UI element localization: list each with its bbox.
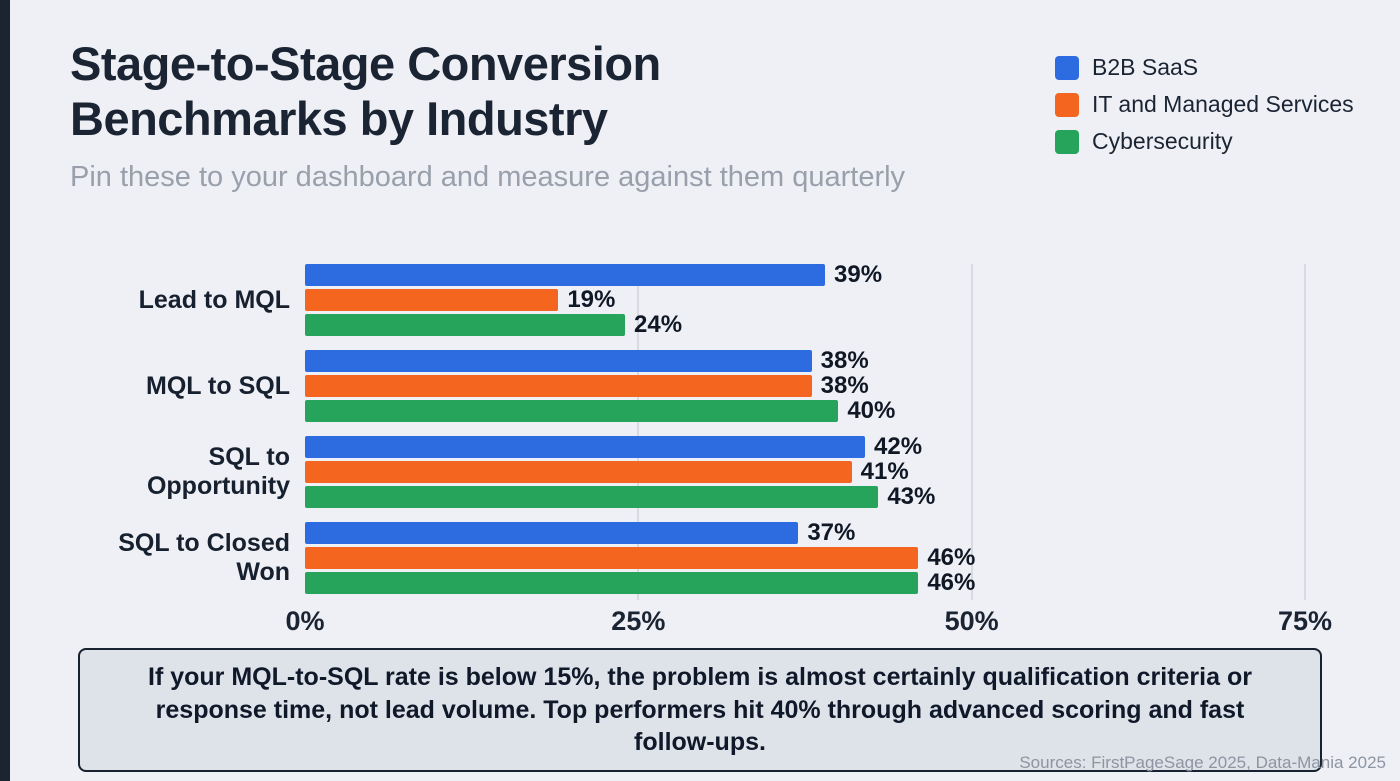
category-label: MQL to SQL: [146, 371, 290, 400]
legend-label: IT and Managed Services: [1092, 91, 1354, 117]
bar-value-label: 46%: [927, 544, 976, 571]
bar: [305, 289, 559, 311]
bar: [305, 350, 812, 372]
legend-item: IT and Managed Services: [1055, 91, 1354, 118]
legend-swatch: [1055, 55, 1079, 80]
bar-group: Lead to MQL 39% 19% 24%: [70, 261, 1305, 338]
bar-row: 40%: [305, 397, 1305, 424]
bar-value-label: 40%: [847, 397, 896, 424]
legend-item: B2B SaaS: [1055, 54, 1354, 81]
legend-item: Cybersecurity: [1055, 128, 1354, 155]
bar: [305, 400, 839, 422]
bar: [305, 436, 865, 458]
bar-row: 42%: [305, 433, 1305, 460]
bar-row: 43%: [305, 483, 1305, 510]
bar-row: 38%: [305, 347, 1305, 374]
header: Stage-to-Stage Conversion Benchmarks by I…: [70, 36, 905, 194]
bar: [305, 486, 879, 508]
bar-value-label: 42%: [874, 433, 923, 460]
bar: [305, 461, 852, 483]
bar-value-label: 41%: [860, 458, 909, 485]
bar-row: 38%: [305, 372, 1305, 399]
sources-footer: Sources: FirstPageSage 2025, Data-Mania …: [1019, 753, 1386, 772]
bar: [305, 264, 825, 286]
bar-row: 46%: [305, 569, 1305, 596]
category-label: SQL to Closed Won: [118, 529, 290, 586]
bar-row: 46%: [305, 544, 1305, 571]
bar-group: SQL to Closed Won 37% 46% 46%: [70, 519, 1305, 596]
x-tick-label: 25%: [611, 606, 666, 636]
title-line-2: Benchmarks by Industry: [70, 92, 608, 146]
x-tick-label: 50%: [944, 606, 999, 636]
legend-label: Cybersecurity: [1092, 128, 1233, 154]
bar-row: 39%: [305, 261, 1305, 288]
bar-row: 37%: [305, 519, 1305, 546]
bar: [305, 522, 799, 544]
bar-value-label: 43%: [887, 483, 936, 510]
chart-legend: B2B SaaS IT and Managed Services Cybersecu…: [1055, 54, 1354, 155]
title-line-1: Stage-to-Stage Conversion: [70, 37, 661, 90]
bar: [305, 547, 919, 569]
bar-group: SQL to Opportunity 42% 41% 43%: [70, 433, 1305, 510]
x-tick-label: 0%: [285, 606, 325, 636]
bar-value-label: 38%: [820, 347, 869, 374]
x-axis: 0% 25% 50% 75%: [285, 602, 1332, 644]
bar-row: 41%: [305, 458, 1305, 485]
bar-value-label: 37%: [807, 519, 856, 546]
bar: [305, 572, 919, 594]
chart-plot-area: Lead to MQL 39% 19% 24% MQL to SQL 38% 38% 40% S…: [70, 261, 1306, 600]
bar-value-label: 39%: [834, 261, 883, 288]
category-label: Lead to MQL: [138, 285, 290, 314]
bar-row: 19%: [305, 286, 1305, 313]
bar-row: 24%: [305, 311, 1305, 338]
left-accent-stripe: [0, 0, 10, 781]
bar-chart: Lead to MQL 39% 19% 24% MQL to SQL 38% 38% 40% S…: [70, 261, 1332, 644]
page-subtitle: Pin these to your dashboard and measure …: [70, 160, 906, 193]
bar: [305, 314, 625, 336]
legend-swatch: [1055, 92, 1079, 117]
legend-label: B2B SaaS: [1092, 54, 1199, 80]
callout-text: If your MQL-to-SQL rate is below 15%, th…: [148, 663, 1252, 756]
bar-value-label: 24%: [634, 311, 683, 338]
category-label: SQL to Opportunity: [146, 443, 290, 500]
callout-box: If your MQL-to-SQL rate is below 15%, th…: [78, 648, 1322, 772]
bar-value-label: 19%: [567, 286, 616, 313]
bar-value-label: 46%: [927, 569, 976, 596]
bar-group: MQL to SQL 38% 38% 40%: [70, 347, 1305, 424]
legend-swatch: [1055, 129, 1079, 154]
x-tick-label: 75%: [1277, 606, 1333, 636]
bar: [305, 375, 812, 397]
page-title: Stage-to-Stage Conversion Benchmarks by I…: [70, 36, 905, 147]
bar-value-label: 38%: [820, 372, 869, 399]
